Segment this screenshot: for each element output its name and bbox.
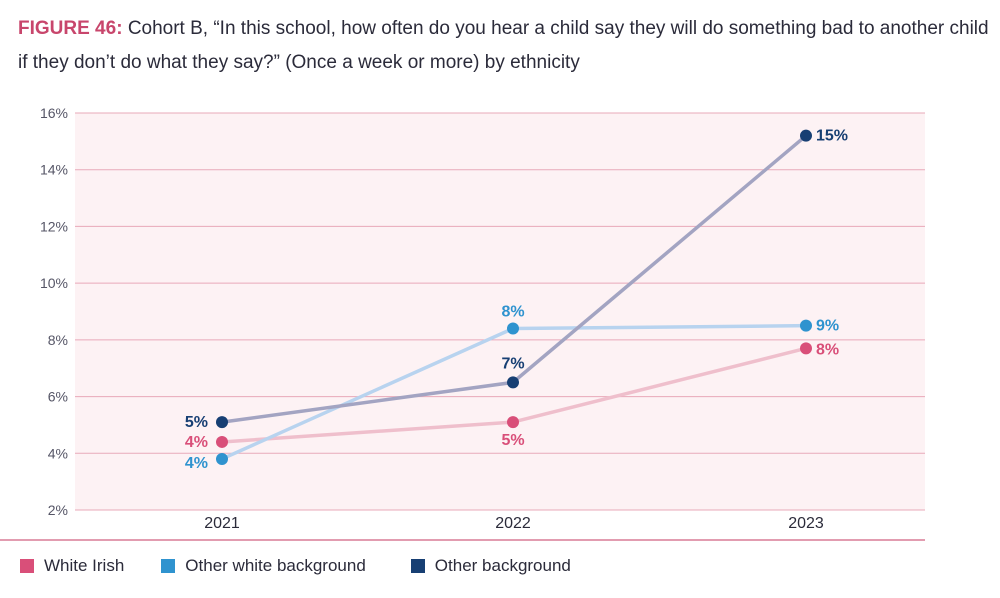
data-point-other xyxy=(216,416,228,429)
data-labels: 4% 5% 8% 4% 8% 9% 5% 7% 15% xyxy=(185,128,848,472)
x-axis-ticks: 2021 2022 2023 xyxy=(204,515,824,532)
legend-label: Other white background xyxy=(185,556,366,575)
title-text: Cohort B, “In this school, how often do … xyxy=(18,18,989,73)
data-label-other: 7% xyxy=(501,355,524,372)
data-label-white_irish: 5% xyxy=(501,432,524,449)
data-point-white_irish xyxy=(507,416,519,429)
chart-title: FIGURE 46: Cohort B, “In this school, ho… xyxy=(18,12,993,80)
data-label-white_irish: 4% xyxy=(185,434,208,451)
legend-item-other_white: Other white background xyxy=(161,556,366,576)
data-point-other_white xyxy=(507,322,519,335)
data-point-other_white xyxy=(216,452,228,465)
data-point-other_white xyxy=(800,319,812,332)
legend-swatch xyxy=(161,559,176,573)
figure-label: FIGURE 46: xyxy=(18,18,123,39)
y-tick-label: 16% xyxy=(40,105,68,121)
y-axis-ticks: 2% 4% 6% 8% 10% 12% 14% 16% xyxy=(40,105,68,518)
data-label-other_white: 8% xyxy=(501,304,524,321)
legend-swatch xyxy=(410,559,425,573)
legend-label: Other background xyxy=(434,556,571,575)
data-label-other_white: 9% xyxy=(816,318,839,335)
data-point-other xyxy=(507,376,519,389)
y-tick-label: 2% xyxy=(48,502,68,518)
legend-label: White Irish xyxy=(44,556,125,575)
y-tick-label: 4% xyxy=(48,445,68,461)
x-tick-label: 2021 xyxy=(204,515,240,532)
data-label-other_white: 4% xyxy=(185,455,208,472)
data-point-white_irish xyxy=(216,435,228,448)
y-tick-label: 12% xyxy=(40,218,68,234)
x-tick-label: 2023 xyxy=(788,515,824,532)
data-label-other: 5% xyxy=(185,414,208,431)
data-label-white_irish: 8% xyxy=(816,341,839,358)
x-tick-label: 2022 xyxy=(495,515,531,532)
legend: White Irish Other white background Other b… xyxy=(20,556,571,576)
y-tick-label: 6% xyxy=(48,389,68,405)
legend-item-other: Other background xyxy=(410,556,571,576)
legend-swatch xyxy=(20,559,34,573)
gridlines xyxy=(75,112,925,511)
y-tick-label: 8% xyxy=(48,332,68,348)
data-point-white_irish xyxy=(800,342,812,355)
y-tick-label: 14% xyxy=(40,162,68,178)
y-tick-label: 10% xyxy=(40,275,68,291)
legend-item-white_irish: White Irish xyxy=(20,556,124,576)
series-points xyxy=(216,129,812,465)
data-point-other xyxy=(800,129,812,142)
data-label-other: 15% xyxy=(816,128,848,145)
